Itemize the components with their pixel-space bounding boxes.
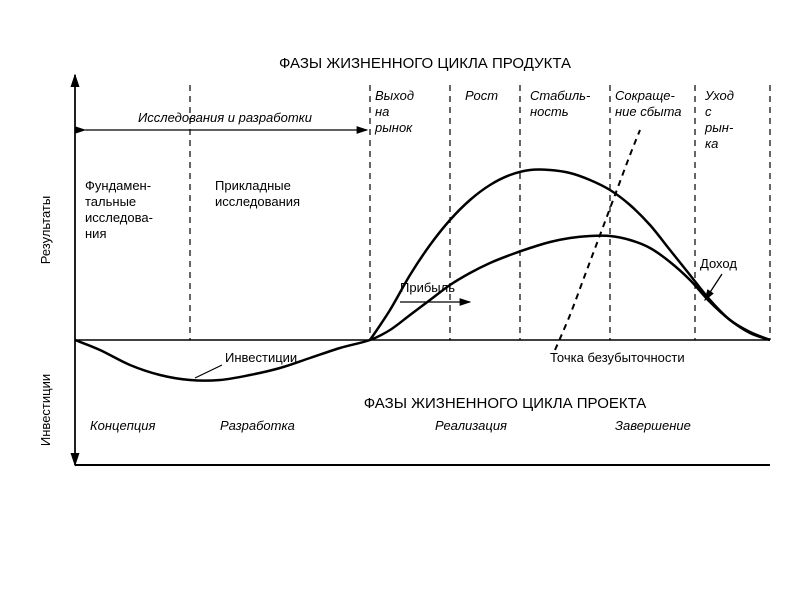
svg-text:Доход: Доход	[700, 256, 737, 271]
svg-text:Реализация: Реализация	[435, 418, 507, 433]
lifecycle-diagram: ФАЗЫ ЖИЗНЕННОГО ЦИКЛА ПРОДУКТА ФАЗЫ ЖИЗНЕ…	[30, 50, 775, 480]
svg-text:Исследования и разработки: Исследования и разработки	[138, 110, 312, 125]
svg-text:Уходсрын-ка: Уходсрын-ка	[704, 88, 734, 151]
svg-text:Стабиль-ность: Стабиль-ность	[530, 88, 591, 119]
svg-text:Концепция: Концепция	[90, 418, 156, 433]
svg-text:Инвестиции: Инвестиции	[225, 350, 297, 365]
svg-text:Результаты: Результаты	[38, 196, 53, 264]
svg-text:Рост: Рост	[465, 88, 498, 103]
diagram-svg: ФАЗЫ ЖИЗНЕННОГО ЦИКЛА ПРОДУКТА ФАЗЫ ЖИЗНЕ…	[30, 50, 775, 480]
svg-text:Сокраще-ние сбыта: Сокраще-ние сбыта	[615, 88, 682, 119]
svg-text:Прибыль: Прибыль	[400, 280, 455, 295]
svg-text:Завершение: Завершение	[615, 418, 691, 433]
svg-text:Фундамен-тальныеисследова-ния: Фундамен-тальныеисследова-ния	[85, 178, 153, 241]
svg-text:ФАЗЫ ЖИЗНЕННОГО ЦИКЛА ПРОДУКТА: ФАЗЫ ЖИЗНЕННОГО ЦИКЛА ПРОДУКТА	[279, 55, 571, 72]
svg-text:Точка безубыточности: Точка безубыточности	[550, 350, 685, 365]
svg-text:Инвестиции: Инвестиции	[38, 374, 53, 446]
svg-text:Разработка: Разработка	[220, 418, 295, 433]
svg-text:Прикладныеисследования: Прикладныеисследования	[215, 178, 300, 209]
svg-text:Выходнарынок: Выходнарынок	[374, 88, 414, 135]
svg-text:ФАЗЫ ЖИЗНЕННОГО ЦИКЛА ПРОЕКТА: ФАЗЫ ЖИЗНЕННОГО ЦИКЛА ПРОЕКТА	[364, 395, 647, 412]
